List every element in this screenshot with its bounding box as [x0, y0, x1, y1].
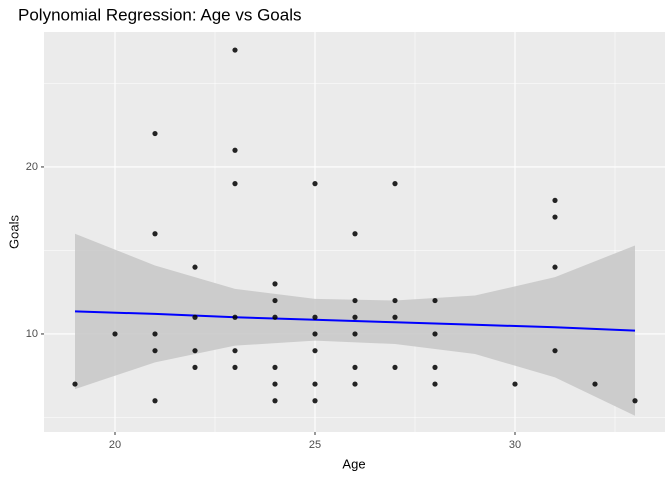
point: [272, 398, 278, 404]
point: [352, 231, 358, 237]
fit-line: [74, 310, 636, 332]
point: [552, 197, 558, 203]
point: [552, 214, 558, 220]
y-tick-label: 20: [26, 161, 38, 173]
point: [312, 398, 318, 404]
point: [152, 331, 158, 337]
point: [152, 348, 158, 354]
point: [352, 364, 358, 370]
point: [392, 364, 398, 370]
point: [352, 314, 358, 320]
point: [192, 348, 198, 354]
point: [312, 348, 318, 354]
point: [232, 47, 238, 53]
point: [152, 398, 158, 404]
point: [272, 364, 278, 370]
point: [352, 297, 358, 304]
chart-title: Polynomial Regression: Age vs Goals: [18, 5, 301, 24]
point: [232, 314, 238, 320]
confidence-band: [75, 233, 635, 416]
point: [152, 130, 158, 137]
point: [232, 364, 238, 370]
point: [232, 147, 238, 153]
x-tick-label: 20: [109, 439, 121, 451]
point: [272, 297, 278, 304]
point: [592, 381, 598, 387]
point: [272, 381, 278, 387]
point: [392, 181, 398, 187]
point: [312, 331, 318, 337]
point: [352, 331, 358, 337]
point: [432, 364, 438, 370]
point: [192, 364, 198, 370]
point: [352, 381, 358, 387]
point: [232, 181, 238, 187]
point: [312, 314, 318, 320]
point: [232, 348, 238, 354]
x-tick-label: 30: [509, 439, 521, 451]
point: [152, 231, 158, 237]
point: [552, 264, 558, 270]
point: [632, 398, 638, 404]
point: [432, 331, 438, 337]
point: [272, 314, 278, 320]
point: [312, 381, 318, 387]
point: [432, 297, 438, 304]
x-tick-label: 25: [309, 439, 321, 451]
point: [72, 381, 78, 387]
point: [192, 264, 198, 270]
y-tick-label: 10: [26, 328, 38, 340]
point: [272, 281, 278, 287]
point: [432, 381, 438, 387]
point: [392, 297, 398, 304]
point: [392, 314, 398, 320]
y-axis-label: Goals: [6, 215, 21, 249]
x-axis-label: Age: [342, 456, 365, 471]
point: [312, 181, 318, 187]
point: [112, 331, 118, 337]
point: [552, 348, 558, 354]
point: [192, 314, 198, 320]
point: [512, 381, 518, 387]
